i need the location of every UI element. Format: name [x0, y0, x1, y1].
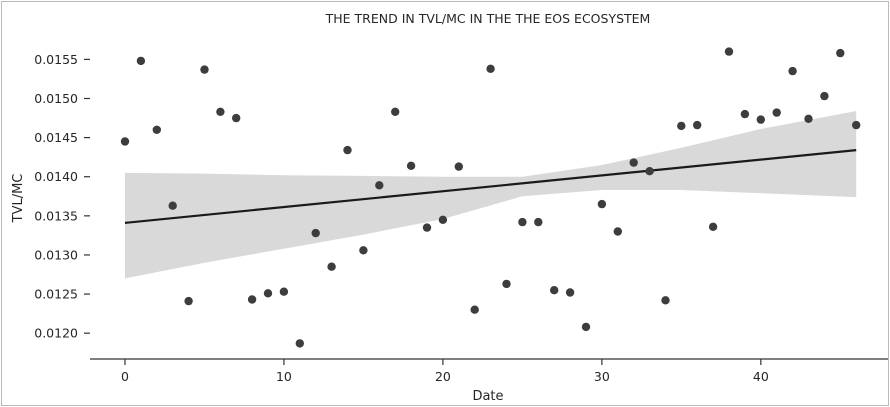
x-tick-label: 0: [121, 369, 129, 384]
confidence-band: [125, 111, 857, 279]
data-point: [756, 115, 765, 124]
data-point: [740, 109, 750, 119]
x-tick-label: 40: [753, 369, 769, 384]
data-point: [152, 125, 161, 134]
x-axis: 0 10 20 30 40: [90, 358, 888, 384]
data-point: [406, 161, 416, 170]
data-point: [820, 91, 829, 101]
data-point: [852, 120, 861, 130]
data-point: [661, 296, 670, 305]
data-point: [613, 227, 622, 236]
data-point: [645, 167, 654, 176]
data-point: [788, 66, 797, 76]
data-point: [327, 262, 336, 271]
data-point: [391, 107, 400, 117]
data-points-layer: [120, 47, 861, 348]
data-point: [311, 228, 320, 238]
data-point: [724, 47, 734, 56]
y-tick-label: 0.0135: [34, 208, 78, 223]
data-point: [534, 217, 543, 227]
data-point: [708, 222, 718, 231]
data-point: [565, 288, 575, 297]
data-point: [502, 279, 511, 289]
data-point: [470, 305, 479, 314]
x-tick-label: 30: [594, 369, 610, 384]
x-axis-label: Date: [472, 389, 503, 404]
data-point: [200, 65, 209, 74]
data-point: [518, 217, 527, 227]
y-tick-label: 0.0140: [34, 169, 78, 184]
data-point: [279, 287, 289, 296]
y-tick-label: 0.0130: [34, 247, 78, 262]
trend-line: [124, 149, 857, 224]
y-tick-label: 0.0125: [34, 287, 78, 302]
data-point: [677, 121, 686, 131]
data-point: [693, 120, 702, 130]
data-point: [581, 322, 591, 332]
data-point: [247, 295, 257, 304]
confidence-band-layer: [125, 111, 857, 279]
data-point: [168, 201, 177, 210]
y-tick-label: 0.0150: [34, 91, 78, 106]
data-point: [836, 48, 845, 58]
data-point: [120, 137, 130, 146]
chart-title: THE TREND IN TVL/MC IN THE THE EOS ECOSY…: [325, 11, 651, 26]
y-axis-label: TVL/MC: [11, 174, 26, 224]
data-point: [184, 296, 193, 306]
data-point: [454, 162, 463, 171]
data-point: [295, 339, 304, 348]
data-point: [629, 158, 638, 167]
y-tick-label: 0.0145: [34, 130, 78, 145]
x-tick-label: 20: [435, 369, 451, 384]
data-point: [422, 223, 432, 232]
data-point: [216, 107, 225, 117]
data-point: [550, 286, 559, 295]
data-point: [359, 246, 368, 255]
data-point: [772, 108, 781, 117]
y-tick-label: 0.0120: [34, 326, 78, 341]
data-point: [438, 215, 448, 224]
data-point: [136, 56, 146, 66]
y-tick-label: 0.0155: [34, 52, 78, 67]
data-point: [597, 199, 607, 209]
data-point: [375, 181, 384, 190]
data-point: [232, 113, 241, 123]
y-axis: 0.0120 0.0125 0.0130 0.0135 0.0140 0.0145 0.01…: [34, 52, 90, 341]
data-point: [486, 64, 495, 73]
data-point: [804, 114, 813, 124]
x-tick-label: 10: [276, 369, 292, 384]
trend-line-layer: [124, 149, 857, 224]
data-point: [343, 145, 352, 155]
data-point: [263, 289, 273, 298]
